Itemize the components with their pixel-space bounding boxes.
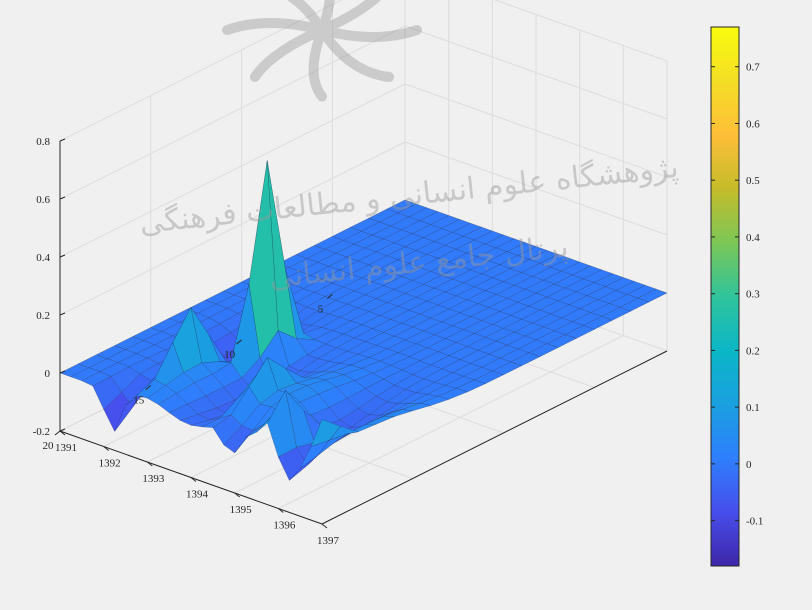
- y-tick-label: 5: [318, 303, 324, 315]
- colorbar-tick-label: -0.1: [746, 516, 763, 528]
- x-tick-mark: [321, 523, 328, 529]
- grid-line-z-left: [59, 141, 406, 316]
- colorbar-tick-label: 0: [746, 459, 752, 471]
- z-tick-mark: [59, 370, 66, 374]
- z-tick-label: 0: [45, 368, 51, 380]
- x-tick-label: 1393: [142, 473, 165, 485]
- colorbar: -0.1 0 0.1 0.2 0.3 0.4 0.5 0.6 0.7: [710, 26, 763, 567]
- axis-ticks: -0.2 0 0.2 0.4 0.6 0.8 5 10 15 20 1391 1392 1393 1394…: [33, 136, 340, 547]
- z-tick-mark: [59, 196, 66, 200]
- colorbar-tick-label: 0.4: [746, 232, 760, 244]
- x-tick-mark: [59, 430, 66, 436]
- grid-line-z-left: [59, 25, 406, 200]
- grid-line-floor-x: [278, 335, 624, 509]
- z-tick-label: -0.2: [33, 426, 50, 438]
- colorbar-tick-label: 0.7: [746, 62, 760, 74]
- y-tick-mark: [327, 294, 333, 299]
- watermark-ornament: [222, 0, 422, 102]
- x-tick-label: 1396: [273, 520, 296, 532]
- z-tick-label: 0.8: [36, 136, 50, 148]
- colorbar-gradient: [710, 26, 740, 567]
- z-tick-mark: [59, 428, 66, 432]
- x-tick-label: 1391: [55, 442, 77, 454]
- watermark-logo: پژوهشگاه علوم انسانی و مطالعات فرهنگیپرت…: [138, 0, 680, 296]
- grid-line-z-left: [59, 0, 343, 142]
- surface-face: [310, 419, 341, 447]
- colorbar-tick-label: 0.2: [746, 345, 760, 357]
- x-tick-mark: [147, 461, 153, 467]
- x-tick-label: 1394: [186, 489, 209, 501]
- x-tick-mark: [190, 477, 197, 482]
- z-tick-label: 0.6: [36, 194, 50, 206]
- y-tick-mark: [54, 430, 61, 436]
- z-tick-mark: [59, 312, 66, 316]
- y-tick-mark: [145, 385, 152, 390]
- colorbar-tick-label: 0.6: [746, 118, 760, 130]
- surface-mesh: [59, 160, 668, 481]
- y-axis-line: [321, 350, 668, 525]
- y-tick-label: 15: [133, 394, 145, 406]
- grid-line-z-left: [59, 83, 406, 258]
- z-tick-mark: [59, 254, 66, 258]
- y-tick-label: 20: [43, 440, 55, 452]
- colorbar-tick-label: 0.5: [746, 175, 760, 187]
- x-tick-label: 1392: [99, 458, 121, 470]
- x-tick-mark: [278, 508, 284, 513]
- x-tick-mark: [103, 446, 109, 451]
- z-tick-mark: [59, 138, 66, 142]
- x-tick-label: 1397: [317, 535, 340, 547]
- colorbar-tick-label: 0.3: [746, 289, 760, 301]
- x-tick-mark: [234, 492, 240, 498]
- y-tick-mark: [236, 339, 242, 345]
- x-tick-label: 1395: [230, 504, 253, 516]
- z-tick-label: 0.2: [36, 310, 50, 322]
- colorbar-tick-label: 0.1: [746, 402, 760, 414]
- y-tick-label: 10: [224, 349, 236, 361]
- z-tick-label: 0.4: [36, 252, 50, 264]
